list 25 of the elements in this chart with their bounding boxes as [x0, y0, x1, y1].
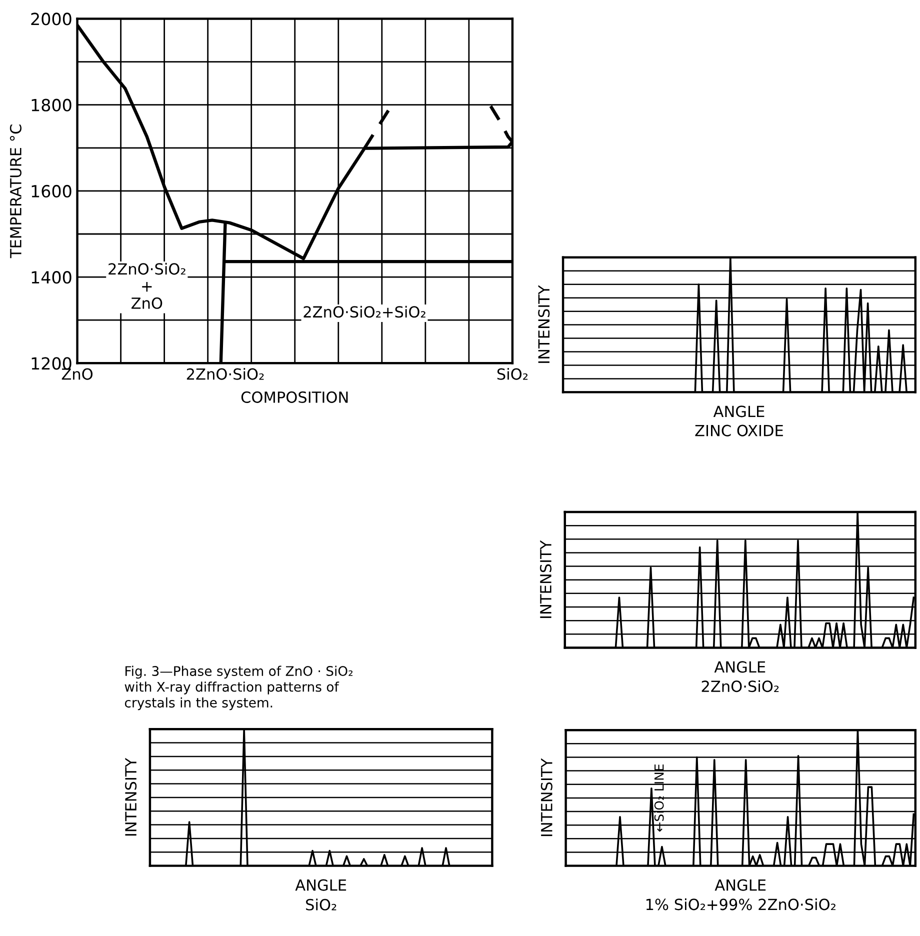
x-tick-label: SiO₂ [497, 368, 528, 380]
text: 2ZnO·SiO₂ [702, 680, 779, 692]
x-axis-title: ANGLE [713, 406, 764, 418]
y-axis-title: TEMPERATURE °C [10, 124, 22, 258]
y-tick-label: 1400 [32, 271, 72, 284]
x-axis-title: ANGLE [714, 879, 766, 891]
x-tick-label: ZnO [62, 368, 93, 380]
annotation: 2ZnO·SiO₂ + ZnO [108, 262, 186, 309]
y-axis-title: INTENSITY [538, 285, 550, 363]
x-axis-title: ANGLE [714, 661, 766, 673]
caption: Fig. 3—Phase system of ZnO · SiO₂ with X-ray diffraction patterns of crystals in the system. [124, 666, 353, 710]
y-tick-label: 1600 [32, 184, 72, 198]
y-axis-title: INTENSITY [125, 758, 137, 836]
y-tick-label: 1800 [32, 98, 72, 112]
annotation: 2ZnO·SiO₂+SiO₂ [304, 306, 426, 318]
y-tick-label: 1200 [32, 357, 72, 370]
x-tick-label: 2ZnO·SiO₂ [186, 368, 264, 380]
y-axis-title: INTENSITY [540, 758, 552, 836]
x-axis-title: COMPOSITION [241, 391, 348, 403]
y-axis-title: INTENSITY [540, 540, 552, 618]
y-tick-label: 2000 [31, 12, 72, 26]
text: SiO₂ [306, 898, 336, 910]
x-axis-title: ANGLE [295, 879, 346, 891]
text: ZINC OXIDE [695, 424, 783, 436]
text: 1% SiO₂+99% 2ZnO·SiO₂ [646, 898, 836, 910]
